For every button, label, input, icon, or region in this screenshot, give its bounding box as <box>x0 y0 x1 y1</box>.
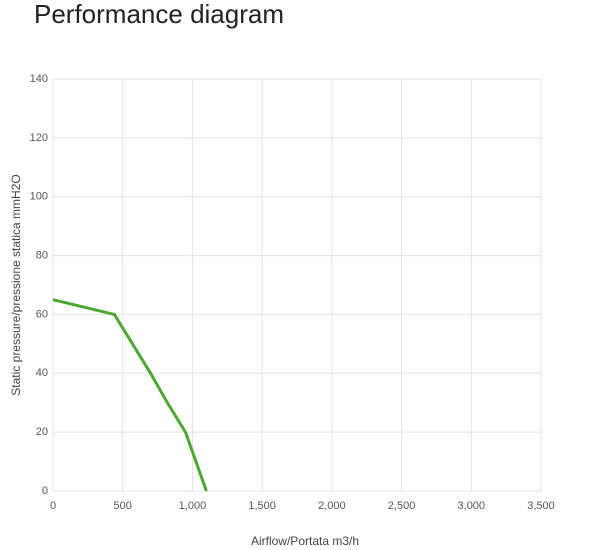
x-tick-label: 2,500 <box>388 500 416 512</box>
chart-title: Performance diagram <box>34 0 284 29</box>
x-tick-label: 500 <box>114 500 132 512</box>
y-tick-label: 120 <box>30 132 48 144</box>
y-tick-label: 100 <box>30 191 48 203</box>
y-tick-label: 20 <box>36 426 48 438</box>
x-axis-label: Airflow/Portata m3/h <box>251 534 359 548</box>
x-tick-label: 1,500 <box>248 500 276 512</box>
x-tick-label: 1,000 <box>179 500 207 512</box>
data-line <box>52 298 208 492</box>
y-axis-label: Static pressure/pressione statica mmH2O <box>9 174 23 395</box>
x-tick-label: 3,000 <box>458 500 486 512</box>
x-tick-label: 3,500 <box>527 500 555 512</box>
y-tick-label: 60 <box>36 308 48 320</box>
y-tick-label: 40 <box>36 367 48 379</box>
y-tick-label: 140 <box>30 73 48 85</box>
y-tick-label: 0 <box>42 485 48 497</box>
x-tick-label: 2,000 <box>318 500 346 512</box>
y-tick-label: 80 <box>36 249 48 261</box>
x-tick-label: 0 <box>50 500 56 512</box>
